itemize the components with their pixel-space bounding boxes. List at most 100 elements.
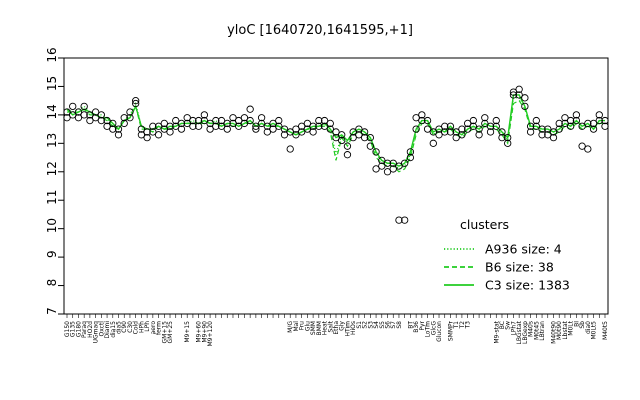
x-tick-label: HiOs [350, 321, 357, 335]
data-point [91, 114, 100, 122]
legend-title: clusters [460, 217, 509, 232]
data-point [252, 125, 260, 133]
data-point [509, 91, 518, 99]
y-tick-label: 15 [45, 76, 59, 91]
data-point [166, 122, 174, 130]
x-tick-label: Diami [104, 321, 111, 339]
data-point [257, 119, 266, 128]
data-point [412, 125, 420, 133]
data-point [601, 116, 609, 125]
x-tick-label: dia15 [110, 321, 117, 338]
data-point [69, 111, 77, 119]
x-tick-label: LBGexp [522, 321, 529, 344]
data-point [194, 122, 203, 130]
x-tick-label: Sw [505, 321, 512, 330]
data-point [423, 125, 432, 133]
x-tick-label: T1 [453, 321, 460, 330]
data-point [401, 216, 409, 224]
data-point [395, 216, 403, 224]
data-point [544, 131, 552, 139]
data-point [97, 111, 105, 119]
x-tick-label: M9+90 [201, 321, 208, 343]
data-point [309, 128, 317, 136]
x-tick-label: LBGstat [516, 320, 523, 344]
data-point [177, 125, 186, 133]
x-tick-label: S6 [385, 321, 392, 329]
data-point [469, 116, 478, 125]
x-tick-label: HTim [344, 321, 351, 337]
x-tick-label: Oxctl [98, 321, 105, 337]
x-tick-label: M9+120 [207, 321, 214, 347]
plot-area [63, 57, 609, 315]
data-point [217, 116, 226, 125]
data-point [172, 122, 180, 130]
y-tick-label: 14 [45, 104, 59, 119]
data-point [412, 114, 420, 122]
data-point [389, 165, 397, 173]
data-point [183, 119, 191, 128]
data-point [80, 102, 88, 111]
data-point [349, 133, 357, 142]
data-point [132, 99, 140, 108]
data-point [240, 119, 249, 128]
data-point [343, 151, 352, 159]
data-point [509, 88, 518, 96]
x-tick-label: S5 [379, 321, 386, 329]
data-point [435, 131, 443, 139]
data-point [229, 119, 237, 128]
data-point [463, 119, 472, 128]
x-tick-label: LoTm [425, 321, 432, 338]
data-point [257, 114, 266, 122]
x-tick-label: G150 [64, 321, 71, 337]
x-tick-label: M40t90 [550, 321, 557, 344]
data-point [172, 116, 180, 125]
data-point [360, 128, 369, 136]
data-point [446, 122, 455, 130]
x-tick-label: Glu [304, 321, 311, 331]
data-point [177, 119, 186, 128]
data-point [229, 114, 237, 122]
data-point [475, 125, 483, 133]
data-point [441, 128, 449, 136]
data-point [589, 125, 598, 133]
data-point [521, 102, 529, 111]
legend: clusters A936 size: 4 B6 size: 38 C3 size: … [444, 217, 570, 293]
x-tick-label: BMM [316, 321, 323, 335]
x-tick-label: dia5 [116, 321, 123, 334]
y-tick-label: 10 [45, 218, 59, 233]
data-point [263, 128, 271, 136]
data-point [595, 111, 603, 119]
x-tick-label: G180 [75, 321, 82, 337]
data-point [69, 102, 77, 111]
data-point [406, 153, 415, 162]
x-tick-label: dia0 [585, 321, 592, 334]
data-point [97, 116, 105, 125]
data-point [280, 131, 289, 139]
data-point [286, 145, 294, 153]
data-point [475, 131, 483, 139]
x-tick-label: ferm [156, 321, 163, 335]
data-point [114, 131, 123, 139]
data-point [372, 165, 380, 173]
data-point [578, 122, 586, 130]
x-tick-label: M/G [287, 321, 294, 333]
data-point [429, 139, 437, 147]
y-tick-label: 9 [45, 250, 59, 258]
data-point [492, 122, 500, 130]
data-point [463, 125, 472, 133]
x-tick-label: S4 [373, 321, 380, 329]
data-point [366, 133, 374, 142]
data-point [206, 119, 214, 128]
x-tick-label: GM+15 [161, 321, 168, 344]
y-tick-label: 11 [45, 190, 59, 205]
data-point [383, 159, 392, 167]
x-tick-label: S2 [362, 321, 369, 329]
data-point [515, 85, 523, 93]
data-point [103, 122, 111, 130]
data-point [326, 119, 334, 128]
data-point [286, 128, 294, 136]
data-point [481, 119, 489, 128]
data-point [601, 122, 609, 130]
data-point [240, 114, 249, 122]
